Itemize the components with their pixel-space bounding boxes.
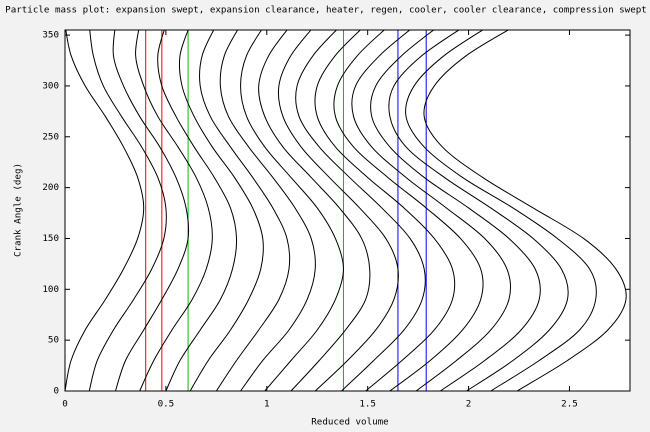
plot-content [65,30,627,391]
particle-curve [240,30,344,391]
particle-curve [295,30,426,391]
y-tick-label: 250 [42,131,59,142]
particle-curve [112,30,190,391]
y-tick-label: 50 [48,335,59,346]
y-tick-label: 100 [42,284,59,295]
particle-curve [199,30,291,391]
x-axis-label: Reduced volume [311,417,388,428]
particle-curve [157,30,238,391]
particle-curve [88,30,167,391]
y-tick-label: 200 [42,182,59,193]
particle-curve [178,30,264,391]
chart-title: Particle mass plot: expansion swept, exp… [5,5,647,16]
particle-curve [333,30,484,391]
particle-curve [258,30,371,391]
y-tick-label: 150 [42,233,59,244]
particle-curve [65,30,145,391]
x-tick-label: 1.5 [359,399,376,410]
particle-curve [219,30,316,391]
plot-frame [64,29,631,392]
particle-curve [405,30,597,391]
particle-curve [314,30,456,391]
particle-curve [277,30,399,391]
x-tick-label: 0.5 [158,399,175,410]
y-tick-label: 300 [42,80,59,91]
x-tick-label: 2.5 [561,399,578,410]
x-tick-label: 2 [466,399,472,410]
particle-curve [423,30,627,391]
x-tick-label: 0 [62,399,68,410]
x-tick-label: 1 [264,399,270,410]
plot-area [65,30,630,391]
y-tick-label: 0 [53,386,59,397]
particle-curve [370,30,541,391]
y-tick-label: 350 [42,30,59,41]
particle-curve [135,30,213,391]
particle-curve [351,30,512,391]
y-axis-label: Crank Angle (deg) [13,163,24,257]
particle-curve [388,30,569,391]
